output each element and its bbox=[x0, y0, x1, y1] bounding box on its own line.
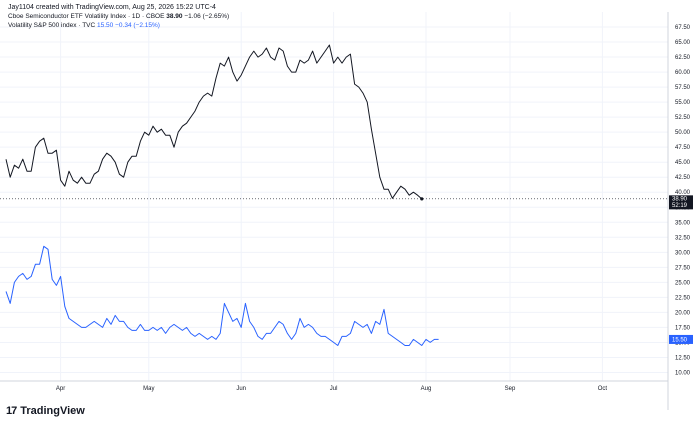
y-tick-label: 57.50 bbox=[675, 85, 691, 91]
x-tick-label: Apr bbox=[56, 386, 65, 392]
vxsox-last-point bbox=[420, 197, 424, 201]
x-tick-label: Jun bbox=[236, 386, 246, 392]
y-tick-label: 30.00 bbox=[675, 250, 691, 256]
y-tick-label: 25.00 bbox=[675, 280, 691, 286]
legend-vix[interactable]: Volatility S&P 500 index · TVC 15.50 −0.… bbox=[8, 21, 229, 30]
y-tick-label: 60.00 bbox=[675, 70, 691, 76]
y-tick-label: 55.00 bbox=[675, 100, 691, 106]
y-tick-label: 67.50 bbox=[675, 25, 691, 31]
y-tick-label: 42.50 bbox=[675, 175, 691, 181]
vix-series-line[interactable] bbox=[5, 245, 439, 346]
chart-header: Jay1104 created with TradingView.com, Au… bbox=[8, 3, 229, 30]
legend-vix-last: 15.50 bbox=[97, 22, 114, 29]
x-tick-label: Jul bbox=[330, 386, 338, 392]
legend-vxsox-change: −1.06 (−2.65%) bbox=[184, 13, 230, 20]
y-tick-label: 17.50 bbox=[675, 325, 691, 331]
y-tick-label: 45.00 bbox=[675, 160, 691, 166]
y-tick-label: 40.00 bbox=[675, 190, 691, 196]
x-tick-label: Sep bbox=[505, 386, 516, 392]
tradingview-logo[interactable]: 17 TradingView bbox=[6, 405, 85, 417]
legend-vxsox-name: Cboe Semiconductor ETF Volatility Index … bbox=[8, 13, 165, 20]
y-tick-label: 52.50 bbox=[675, 115, 691, 121]
vxsox-series-line[interactable] bbox=[5, 44, 423, 200]
y-tick-label: 32.50 bbox=[675, 235, 691, 241]
grid-lines bbox=[0, 12, 668, 381]
vxsox-price-label: 38.90 52:19 bbox=[669, 195, 693, 210]
y-tick-label: 10.00 bbox=[675, 370, 691, 376]
tradingview-logo-icon: 17 bbox=[6, 405, 17, 417]
series-layer bbox=[5, 44, 439, 346]
y-tick-label: 62.50 bbox=[675, 55, 691, 61]
vxsox-last-value: 38.90 bbox=[672, 196, 688, 202]
tradingview-logo-text: TradingView bbox=[20, 405, 85, 417]
legend-vxsox[interactable]: Cboe Semiconductor ETF Volatility Index … bbox=[8, 12, 229, 21]
y-tick-label: 47.50 bbox=[675, 145, 691, 151]
y-tick-label: 22.50 bbox=[675, 295, 691, 301]
y-tick-label: 50.00 bbox=[675, 130, 691, 136]
y-tick-label: 12.50 bbox=[675, 355, 691, 361]
x-axis: Apr May Jun Jul Aug Sep Oct bbox=[56, 386, 607, 392]
vix-price-label: 15.50 bbox=[669, 334, 693, 344]
x-tick-label: Aug bbox=[421, 386, 432, 392]
y-tick-label: 27.50 bbox=[675, 265, 691, 271]
vix-last-value: 15.50 bbox=[672, 337, 688, 343]
y-tick-label: 35.00 bbox=[675, 220, 691, 226]
legend-vix-name: Volatility S&P 500 index · TVC bbox=[8, 22, 96, 29]
legend-vxsox-last: 38.90 bbox=[166, 13, 183, 20]
vxsox-countdown: 52:19 bbox=[672, 203, 688, 209]
x-tick-label: Oct bbox=[598, 386, 608, 392]
x-tick-label: May bbox=[143, 386, 154, 392]
attribution-text: Jay1104 created with TradingView.com, Au… bbox=[8, 4, 216, 11]
y-tick-label: 65.00 bbox=[675, 40, 691, 46]
legend-vix-change: −0.34 (−2.15%) bbox=[115, 22, 160, 29]
y-tick-label: 20.00 bbox=[675, 310, 691, 316]
